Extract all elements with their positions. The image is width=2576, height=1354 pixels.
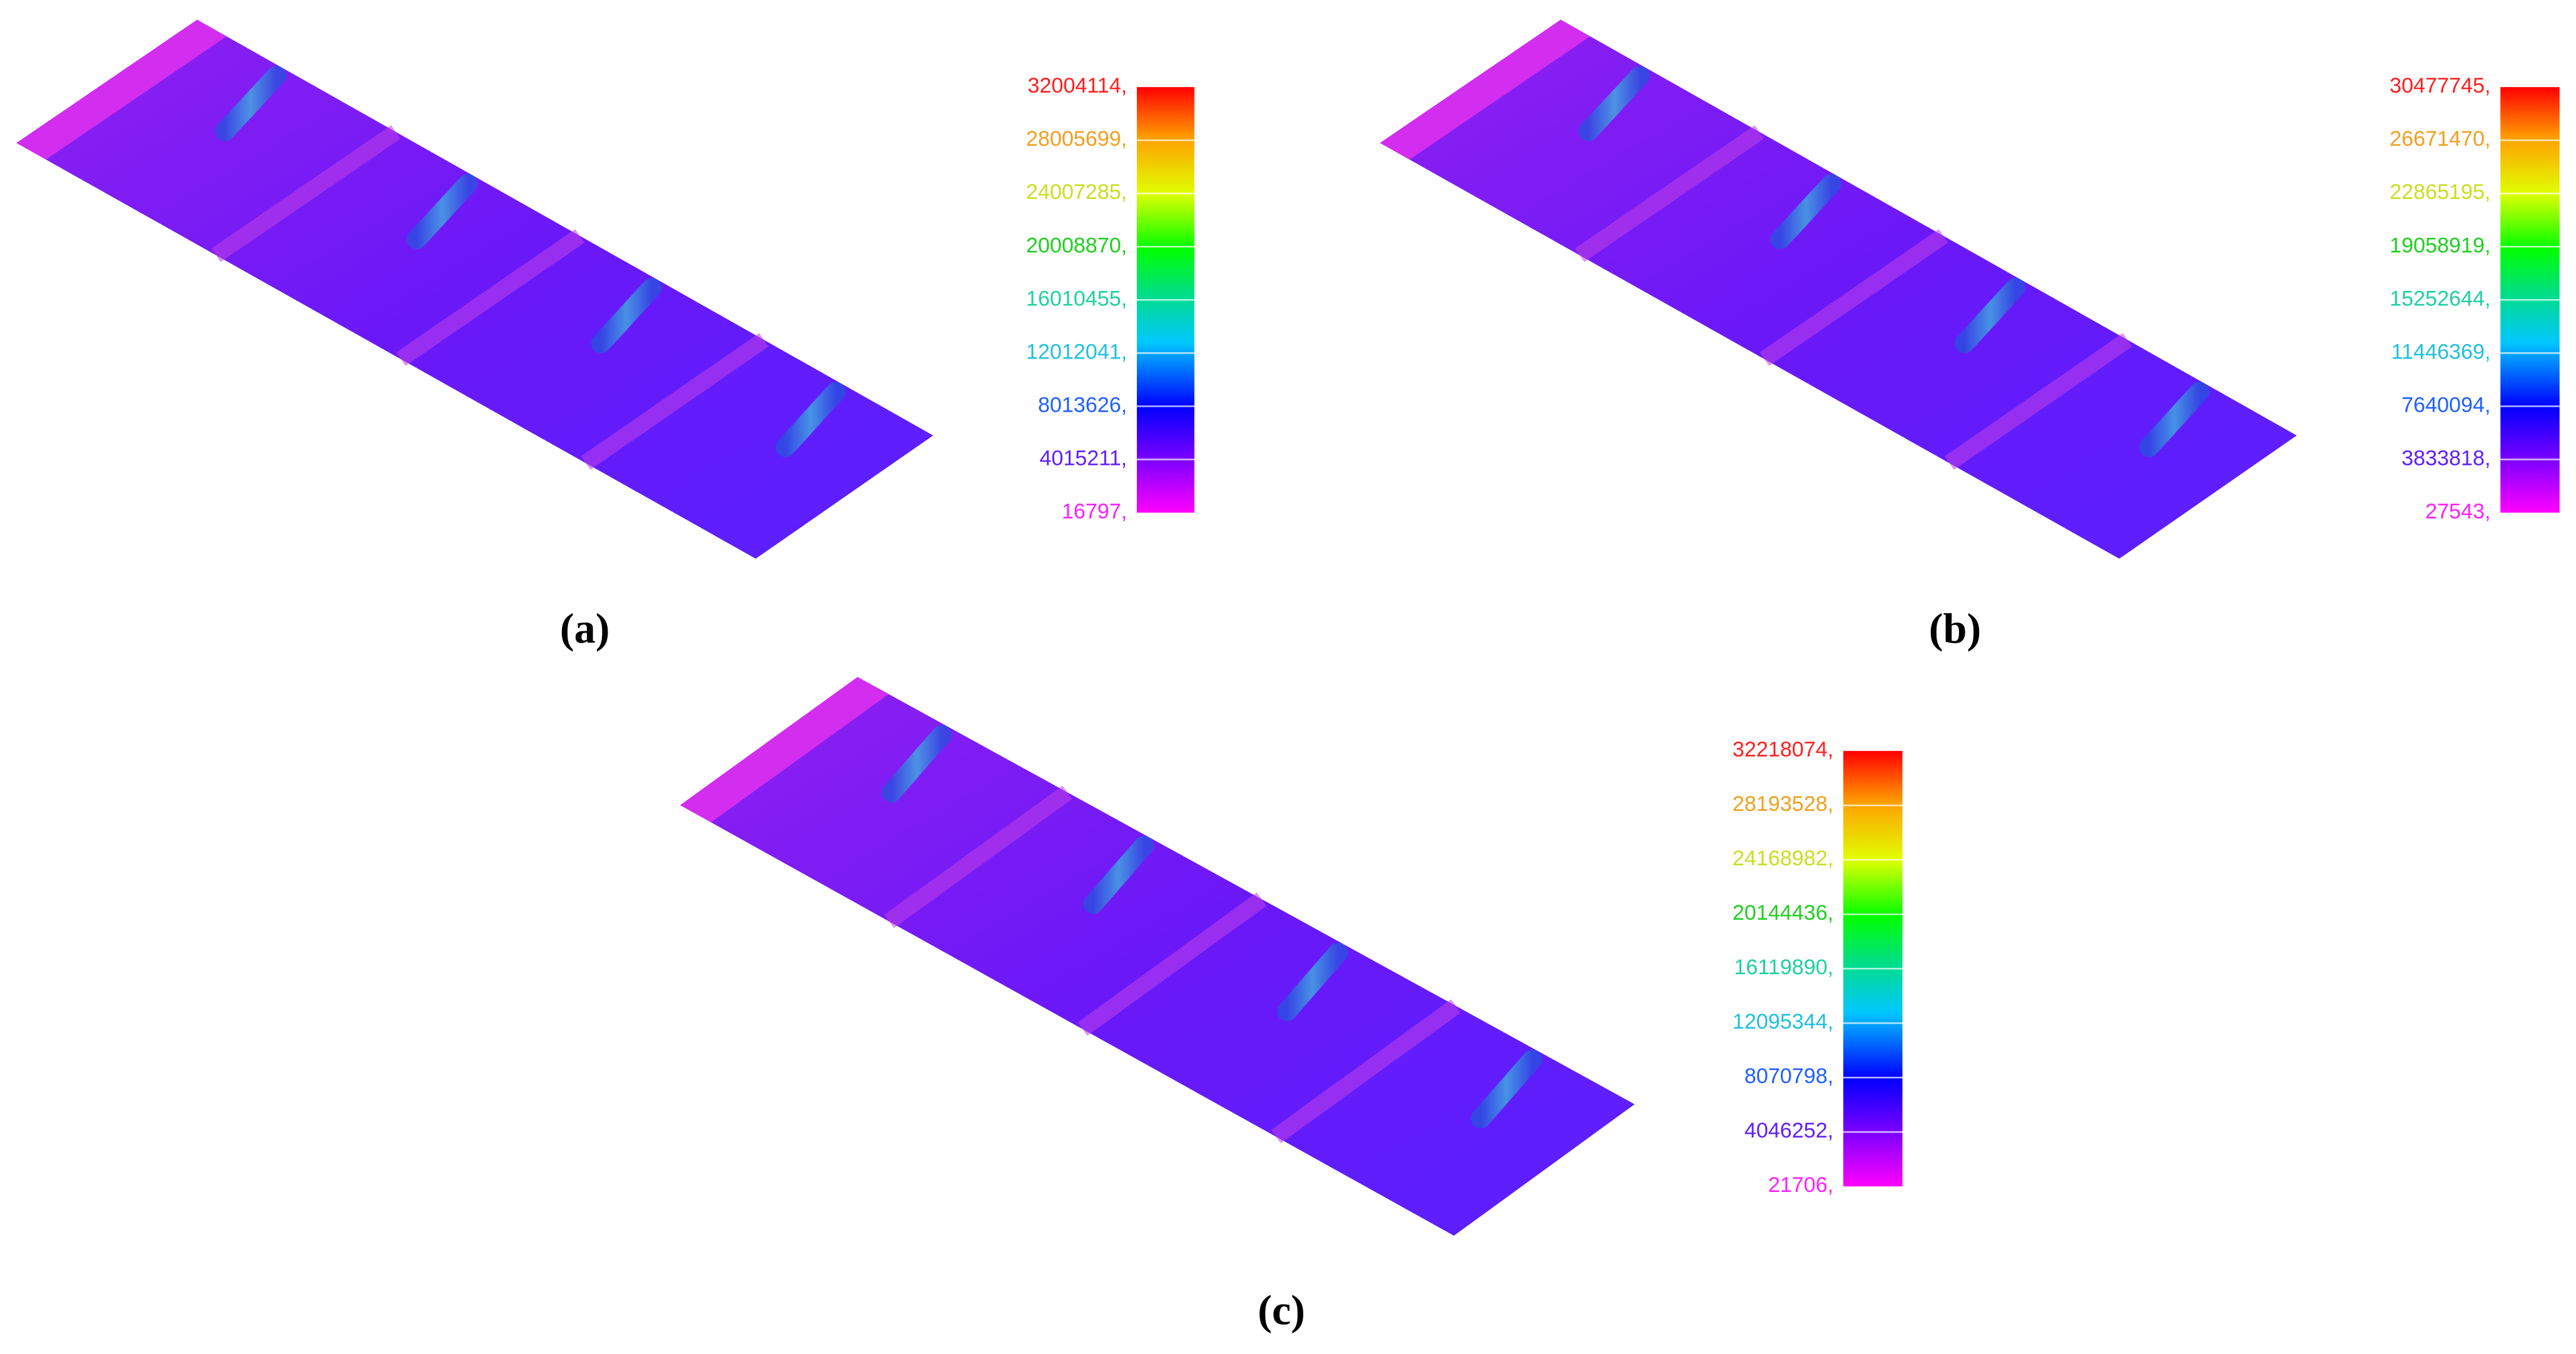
colorbar-label: 15252644, — [2390, 287, 2490, 310]
panel-caption: (a) — [560, 604, 610, 652]
colorbar-label: 32218074, — [1733, 738, 1833, 761]
colorbar-label: 12012041, — [1026, 340, 1127, 364]
wing-model — [1380, 19, 2297, 559]
colorbar-label: 4015211, — [1039, 446, 1127, 470]
colorbar-label: 27543, — [2425, 499, 2490, 523]
stiffener — [1955, 278, 2025, 354]
colorbar-label: 26671470, — [2390, 127, 2490, 151]
colorbar-label: 24168982, — [1733, 847, 1833, 870]
colorbar-label: 8013626, — [1038, 393, 1127, 417]
rib-band — [396, 229, 585, 366]
colorbar-label: 24007285, — [1026, 180, 1127, 204]
colorbar-label: 30477745, — [2390, 74, 2490, 98]
colorbar-label: 21706, — [1768, 1173, 1833, 1197]
stiffener — [775, 382, 846, 457]
rib-band — [884, 785, 1072, 929]
colorbar-label: 3833818, — [2401, 446, 2490, 470]
rib-band — [1575, 125, 1764, 262]
colorbar-label: 12095344, — [1733, 1010, 1833, 1034]
panel-caption: (c) — [1258, 1286, 1305, 1334]
stiffener — [1770, 174, 1841, 250]
colorbar-label: 16010455, — [1026, 287, 1127, 310]
colorbar-label: 32004114, — [1027, 74, 1127, 98]
wing-tip — [1380, 19, 1591, 160]
stiffener — [882, 725, 952, 803]
panel-caption: (b) — [1929, 604, 1981, 652]
colorbar-label: 28193528, — [1733, 792, 1833, 816]
panel: 30477745, 26671470, 22865195, 19058919, 1525… — [1380, 19, 2560, 652]
rib-band — [211, 125, 401, 262]
stiffener — [1083, 836, 1154, 914]
rib-band — [1759, 229, 1948, 366]
stiffener — [1578, 66, 1650, 141]
stiffener — [407, 174, 478, 250]
panel: 32004114, 28005699, 24007285, 20008870, 1601… — [16, 19, 1194, 652]
colorbar-label: 11446369, — [2391, 340, 2491, 364]
wing-tip — [16, 19, 227, 160]
wing-tip — [680, 677, 889, 823]
stiffener — [215, 66, 287, 141]
colorbar-label: 4046252, — [1744, 1119, 1833, 1143]
panel: 32218074, 28193528, 24168982, 20144436, 1611… — [680, 677, 1903, 1334]
rib-band — [1271, 999, 1461, 1144]
stiffener — [1470, 1049, 1542, 1129]
colorbar-label: 16119890, — [1734, 955, 1833, 979]
colorbar-label: 7640094, — [2401, 393, 2490, 417]
stiffener — [1277, 942, 1348, 1022]
stiffener — [591, 278, 662, 354]
colorbar-label: 8070798, — [1744, 1064, 1833, 1088]
colorbar-label: 16797, — [1062, 499, 1127, 523]
wing-model — [680, 677, 1635, 1236]
stiffener — [2139, 382, 2210, 457]
rib-band — [1944, 333, 2132, 470]
colorbar-label: 22865195, — [2390, 180, 2490, 204]
wing-model — [16, 19, 934, 559]
colorbar-label: 28005699, — [1026, 127, 1127, 151]
rib-band — [581, 333, 769, 470]
rib-band — [1077, 892, 1267, 1036]
colorbar-label: 20144436, — [1733, 901, 1833, 925]
colorbar-label: 20008870, — [1026, 233, 1127, 257]
colorbar-label: 19058919, — [2390, 233, 2490, 257]
